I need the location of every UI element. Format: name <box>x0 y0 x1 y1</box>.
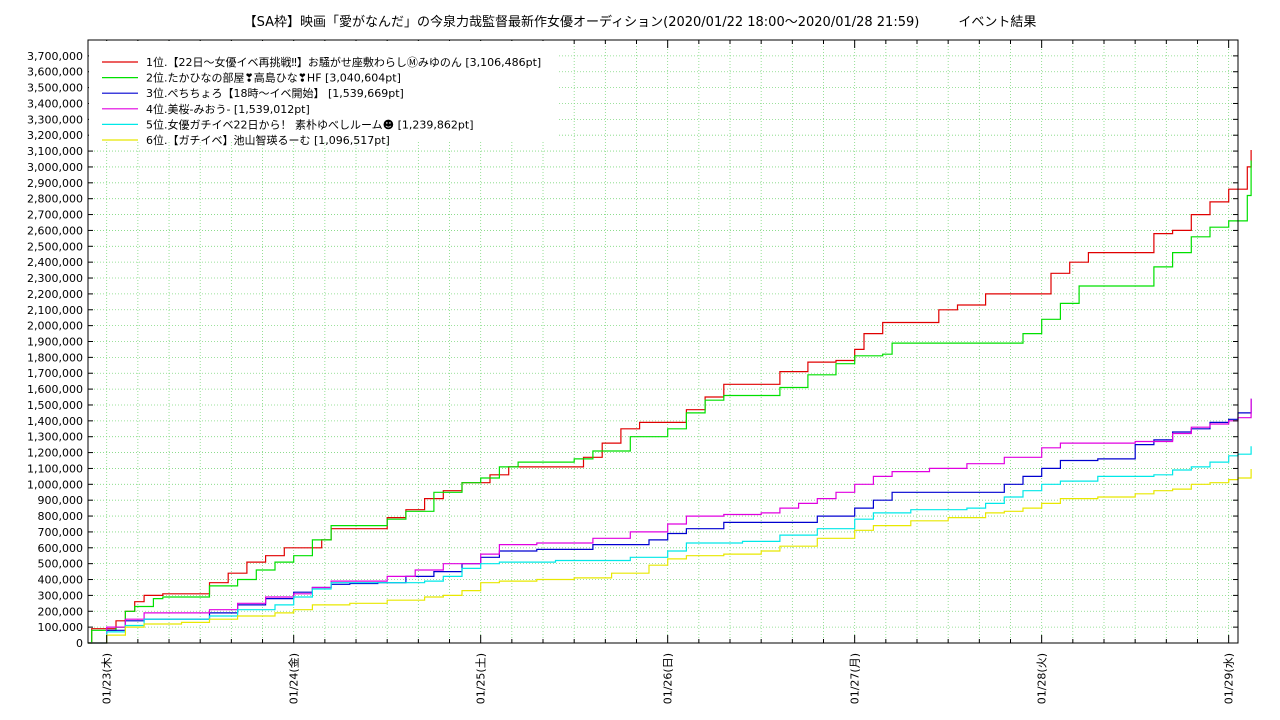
series-line <box>88 160 1252 644</box>
y-tick-label: 800,000 <box>38 510 84 523</box>
chart-title: 【SA枠】映画「愛がなんだ」の今泉力哉監督最新作女優オーディション(2020/0… <box>244 14 1037 30</box>
x-tick-label: 01/23(木) <box>101 653 114 704</box>
y-tick-label: 2,500,000 <box>27 240 83 253</box>
y-tick-label: 400,000 <box>38 574 84 587</box>
y-tick-label: 3,300,000 <box>27 113 83 126</box>
y-tick-label: 3,700,000 <box>27 50 83 63</box>
y-tick-label: 3,500,000 <box>27 82 83 95</box>
legend: 1位.【22日〜女優イベ再挑戦‼︎】お騒がせ座敷わらしⓂみゆのん [3,106,… <box>89 41 559 147</box>
y-tick-label: 2,800,000 <box>27 193 83 206</box>
y-tick-label: 3,100,000 <box>27 145 83 158</box>
y-tick-label: 500,000 <box>38 558 84 571</box>
x-tick-label: 01/28(火) <box>1036 653 1049 704</box>
y-tick-label: 3,400,000 <box>27 97 83 110</box>
y-tick-label: 2,900,000 <box>27 177 83 190</box>
y-tick-label: 3,000,000 <box>27 161 83 174</box>
series-lines <box>88 150 1252 644</box>
x-tick-label: 01/27(月) <box>849 653 862 704</box>
x-tick-label: 01/25(土) <box>475 653 488 704</box>
y-tick-label: 2,000,000 <box>27 320 83 333</box>
y-tick-label: 700,000 <box>38 526 84 539</box>
y-tick-label: 200,000 <box>38 605 84 618</box>
y-tick-label: 1,400,000 <box>27 415 83 428</box>
y-tick-label: 1,700,000 <box>27 367 83 380</box>
series-line <box>88 150 1252 644</box>
legend-entry: 3位.ぺちちょろ【18時〜イベ開始】 [1,539,669pt] <box>146 86 404 100</box>
y-tick-label: 300,000 <box>38 589 84 602</box>
series-line <box>88 398 1252 644</box>
series-line <box>88 446 1252 644</box>
y-tick-label: 2,200,000 <box>27 288 83 301</box>
legend-entry: 2位.たかひなの部屋❣高島ひな❣HF [3,040,604pt] <box>146 71 401 85</box>
y-tick-label: 0 <box>76 637 83 650</box>
x-tick-label: 01/26(日) <box>662 653 675 704</box>
y-tick-label: 2,100,000 <box>27 304 83 317</box>
y-tick-label: 2,400,000 <box>27 256 83 269</box>
legend-entry: 1位.【22日〜女優イベ再挑戦‼︎】お騒がせ座敷わらしⓂみゆのん [3,106,… <box>146 55 541 69</box>
y-tick-label: 2,700,000 <box>27 209 83 222</box>
y-tick-label: 2,300,000 <box>27 272 83 285</box>
y-tick-label: 600,000 <box>38 542 84 555</box>
y-tick-label: 3,600,000 <box>27 66 83 79</box>
y-tick-label: 1,300,000 <box>27 431 83 444</box>
y-tick-label: 1,200,000 <box>27 447 83 460</box>
y-tick-label: 1,800,000 <box>27 351 83 364</box>
y-tick-label: 1,900,000 <box>27 336 83 349</box>
x-tick-label: 01/24(金) <box>287 653 301 704</box>
y-tick-label: 1,000,000 <box>27 478 83 491</box>
axes: 0 100,000 200,000 300,000 400,000 500,000 600,… <box>27 40 1238 704</box>
y-tick-label: 100,000 <box>38 621 84 634</box>
y-tick-label: 2,600,000 <box>27 224 83 237</box>
y-tick-label: 1,600,000 <box>27 383 83 396</box>
legend-entry: 5位.女優ガチイベ22日から！ 素朴ゆべしルーム☻ [1,239,862pt] <box>146 117 473 131</box>
series-line <box>88 398 1252 644</box>
x-tick-label: 01/29(水) <box>1223 653 1236 704</box>
legend-box <box>89 41 559 141</box>
legend-entry: 6位.【ガチイベ】池山智瑛るーむ [1,096,517pt] <box>146 133 390 147</box>
y-tick-label: 3,200,000 <box>27 129 83 142</box>
y-tick-label: 1,100,000 <box>27 462 83 475</box>
series-line <box>88 469 1252 644</box>
y-tick-label: 1,500,000 <box>27 399 83 412</box>
legend-entry: 4位.美桜-みおう- [1,539,012pt] <box>146 102 310 116</box>
y-tick-label: 900,000 <box>38 494 84 507</box>
